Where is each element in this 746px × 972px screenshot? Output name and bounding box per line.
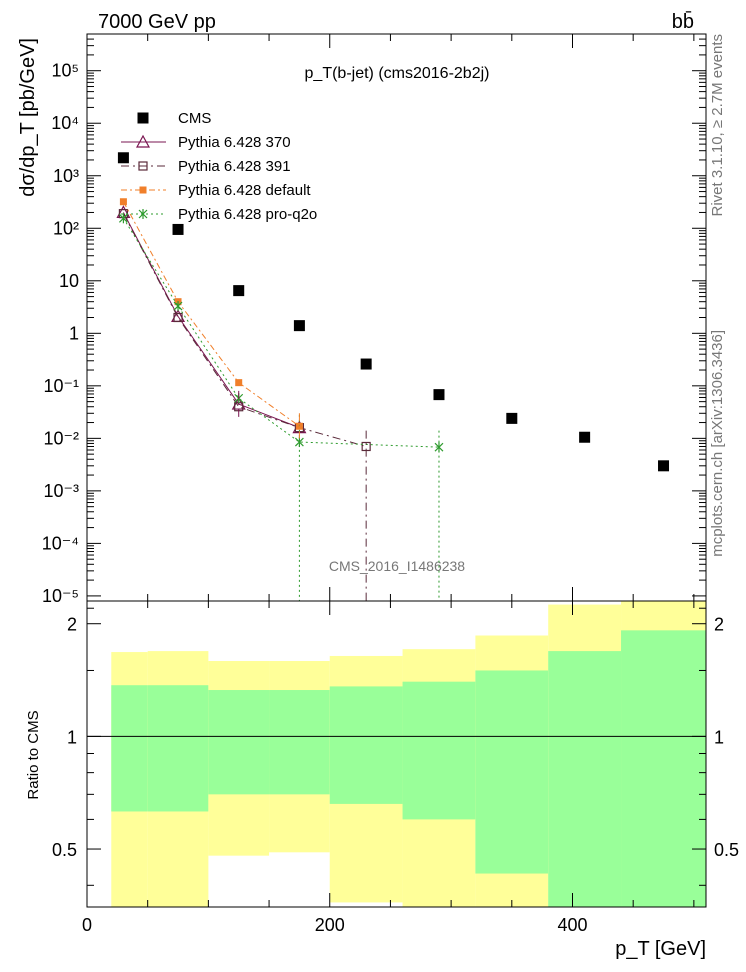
legend-marker-pq2o bbox=[138, 209, 148, 219]
mcplots-label: mcplots.cern.ch [arXiv:1306.3436] bbox=[709, 330, 726, 557]
series-line-p391 bbox=[122, 213, 367, 447]
data-point-pdefault bbox=[119, 198, 127, 206]
ratio-band-inner bbox=[621, 630, 706, 907]
legend-label: Pythia 6.428 default bbox=[178, 182, 311, 199]
ratio-frame bbox=[86, 600, 707, 908]
series-p370 bbox=[116, 205, 307, 434]
ratio-band-inner bbox=[269, 690, 330, 795]
legend-entry-pdefault: Pythia 6.428 default bbox=[121, 182, 311, 199]
series-pq2o bbox=[118, 213, 444, 453]
legend-entry-pq2o: Pythia 6.428 pro-q2o bbox=[121, 206, 317, 223]
ratio-band-inner bbox=[111, 685, 148, 812]
ratio-band-inner bbox=[475, 670, 549, 874]
main-y-tick-label: 10² bbox=[53, 218, 79, 238]
data-point-pdefault bbox=[235, 379, 243, 387]
ratio-y-tick-label-right: 2 bbox=[714, 615, 724, 635]
main-y-tick-label: 10⁻⁵ bbox=[42, 586, 79, 606]
data-point-cms bbox=[293, 320, 305, 332]
data-point-cms bbox=[579, 431, 591, 443]
x-tick-label: 400 bbox=[557, 915, 587, 935]
ratio-y-tick-label: 0.5 bbox=[52, 840, 77, 860]
legend-marker-cms bbox=[137, 112, 149, 124]
energy-label: 7000 GeV pp bbox=[98, 11, 216, 33]
ratio-bands bbox=[87, 601, 706, 907]
main-y-tick-label: 10⁻⁴ bbox=[42, 533, 79, 553]
main-y-tick-label: 10 bbox=[59, 271, 79, 291]
ratio-y-title: Ratio to CMS bbox=[25, 710, 42, 799]
legend-marker-p391 bbox=[138, 161, 148, 171]
legend-label: CMS bbox=[178, 110, 211, 127]
data-point-p391 bbox=[173, 312, 183, 323]
data-point-cms bbox=[360, 358, 372, 370]
legend-label: Pythia 6.428 370 bbox=[178, 134, 291, 151]
main-y-tick-label: 10⁴ bbox=[51, 113, 79, 133]
legend-label: Pythia 6.428 391 bbox=[178, 158, 291, 175]
data-point-pq2o bbox=[118, 213, 128, 224]
ratio-panel: Ratio to CMS 0.5 0.5 1 1 2 2 0 200 400 bbox=[25, 600, 739, 935]
legend-entry-p370: Pythia 6.428 370 bbox=[121, 134, 291, 151]
legend: CMS Pythia 6.428 370 Pythia 6.428 391 Pythi… bbox=[121, 110, 317, 223]
legend-entry-cms: CMS bbox=[137, 110, 211, 127]
series-p391 bbox=[118, 209, 371, 452]
main-series bbox=[116, 152, 670, 601]
data-point-cms bbox=[506, 412, 518, 424]
legend-marker-p370 bbox=[135, 134, 151, 148]
main-y-tick-label: 10⁵ bbox=[52, 61, 79, 81]
data-point-cms bbox=[433, 389, 445, 401]
data-point-cms bbox=[658, 460, 670, 472]
data-point-pq2o bbox=[173, 301, 183, 312]
process-label: bb̄ bbox=[672, 10, 694, 33]
series-cms bbox=[117, 152, 670, 472]
series-line-p370 bbox=[122, 212, 300, 429]
y-axis-title: dσ/dp_T [pb/GeV] bbox=[17, 38, 39, 197]
legend-entry-p391: Pythia 6.428 391 bbox=[121, 158, 291, 175]
legend-marker-pdefault bbox=[139, 186, 147, 194]
rivet-label: Rivet 3.1.10, ≥ 2.7M events bbox=[709, 34, 726, 217]
x-axis-title: p_T [GeV] bbox=[615, 938, 706, 960]
ratio-y-tick-label-right: 1 bbox=[714, 727, 724, 747]
ratio-band-inner bbox=[548, 651, 622, 907]
watermark: CMS_2016_I1486238 bbox=[329, 558, 465, 574]
main-panel: p_T(b-jet) (cms2016-2b2j) CMS_2016_I1486… bbox=[17, 33, 707, 606]
series-line-pdefault bbox=[122, 201, 300, 427]
legend-label: Pythia 6.428 pro-q2o bbox=[178, 206, 317, 223]
ratio-y-tick-label: 2 bbox=[67, 615, 77, 635]
data-point-cms bbox=[172, 223, 184, 235]
data-point-cms bbox=[117, 152, 129, 164]
main-y-tick-label: 1 bbox=[69, 323, 79, 343]
x-tick-label: 0 bbox=[82, 915, 92, 935]
main-y-tick-label: 10⁻² bbox=[43, 428, 79, 448]
main-y-tick-label: 10⁻¹ bbox=[43, 376, 79, 396]
series-pdefault bbox=[119, 198, 303, 430]
ratio-ticks: 0.5 0.5 1 1 2 2 0 200 400 bbox=[52, 601, 739, 935]
ratio-y-tick-label: 1 bbox=[67, 727, 77, 747]
main-y-tick-label: 10⁻³ bbox=[43, 481, 79, 501]
ratio-band-inner bbox=[208, 690, 270, 795]
series-line-pq2o bbox=[122, 218, 439, 448]
ratio-band-inner bbox=[329, 686, 403, 804]
main-y-ticks: 10⁵ 10⁴ 10³ 10² 10 1 10⁻¹ 10⁻² 10⁻³ 10⁻⁴ 10⁻⁵ bbox=[42, 33, 706, 606]
ratio-band-inner bbox=[402, 681, 476, 820]
data-point-cms bbox=[233, 285, 245, 297]
ratio-band-inner bbox=[147, 685, 209, 812]
ratio-y-tick-label-right: 0.5 bbox=[714, 840, 739, 860]
main-title: p_T(b-jet) (cms2016-2b2j) bbox=[305, 65, 490, 82]
main-y-tick-label: 10³ bbox=[53, 166, 79, 186]
x-tick-label: 200 bbox=[315, 915, 345, 935]
